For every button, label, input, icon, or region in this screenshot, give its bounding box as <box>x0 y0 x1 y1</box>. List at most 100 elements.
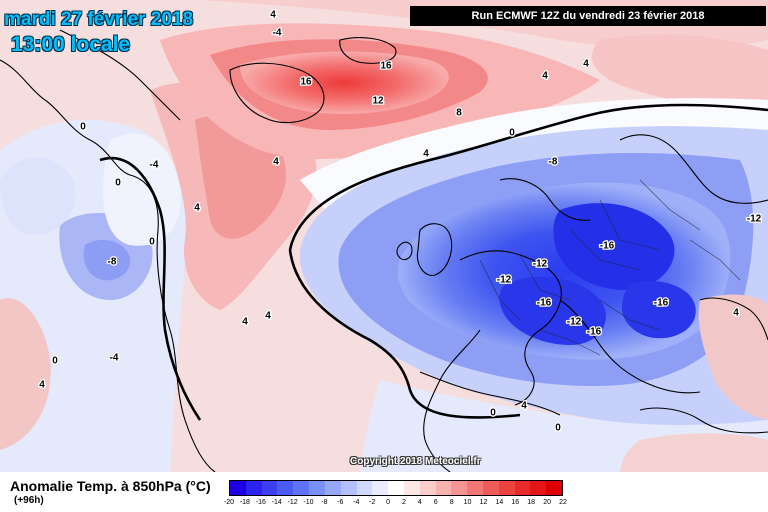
contour-label-europe-cold-16a: -16 <box>600 241 615 252</box>
contour-label-europe-cold-8: -8 <box>549 157 558 168</box>
west-edge-pink <box>0 298 51 450</box>
contour-label-med-zero-b: 0 <box>555 423 561 434</box>
contour-label-north-zero: 0 <box>509 128 515 139</box>
scale-tick-label: 20 <box>543 499 551 506</box>
contour-label-west-zero: 0 <box>52 356 58 367</box>
color-swatch <box>324 481 341 495</box>
scale-tick-label: 6 <box>433 499 438 506</box>
color-scale-ticks: -20 -18 -16 -14 -12 -10 -8 -6 -4 -2 0 2 4 6 8 10 12 14 16 1… <box>224 499 567 509</box>
europe-cold-deep-a <box>553 203 675 290</box>
contour-label-greenland-warm-8: 8 <box>456 108 462 119</box>
contour-label-canada-zero-a: 0 <box>80 122 86 133</box>
scale-tick-label: 18 <box>527 499 536 506</box>
contour-label-west-minus4: -4 <box>273 28 282 39</box>
scale-tick-label: 12 <box>479 499 488 506</box>
color-swatch <box>530 481 547 495</box>
scale-tick-label: -6 <box>337 499 344 506</box>
color-swatch <box>451 481 468 495</box>
contour-label-atlantic-4c: 4 <box>265 311 271 322</box>
contour-label-canada-cold-4b: -4 <box>110 353 119 364</box>
contour-label-east-4a: 4 <box>542 71 548 82</box>
contour-label-canada-zero-c: 0 <box>149 237 155 248</box>
scale-tick-label: 10 <box>463 499 472 506</box>
east-pink-edge <box>698 294 768 420</box>
color-swatch <box>388 481 404 495</box>
contour-label-europe-cold-16c: -16 <box>587 327 602 338</box>
color-swatch <box>419 481 436 495</box>
color-swatch <box>372 481 389 495</box>
contour-label-atlantic-4d: 4 <box>270 10 276 21</box>
copyright-notice: Copyright 2018 Meteociel.fr <box>350 456 481 467</box>
country-borders <box>479 179 741 356</box>
contour-label-med-zero-a: 0 <box>490 408 496 419</box>
forecast-time: 13:00 locale <box>11 33 131 56</box>
contour-label-greenland-warm-16a: 16 <box>300 77 312 88</box>
contour-label-europe-cold-12c: -12 <box>497 275 512 286</box>
legend-lead-time: (+96h) <box>14 495 44 506</box>
color-swatch <box>309 481 325 495</box>
contour-label-med-4: 4 <box>521 401 527 412</box>
scale-tick-label: 8 <box>449 499 454 506</box>
scale-tick-label: 0 <box>386 499 390 506</box>
color-swatch <box>546 481 563 495</box>
color-swatch <box>467 481 483 495</box>
zero-contour-main <box>288 103 768 251</box>
legend-title: Anomalie Temp. à 850hPa (°C) <box>10 478 211 494</box>
contour-label-canada-cold-4a: -4 <box>150 160 159 171</box>
color-swatch <box>514 481 531 495</box>
scale-tick-label: 16 <box>511 499 520 506</box>
scale-tick-label: -10 <box>303 499 314 506</box>
europe-cold-deep-c <box>621 281 696 339</box>
run-banner: Run ECMWF 12Z du vendredi 23 février 201… <box>410 6 766 26</box>
contour-label-east-cold-12: -12 <box>747 214 762 225</box>
color-swatch <box>498 481 515 495</box>
contour-label-west-4: 4 <box>39 380 45 391</box>
contour-labels: 16 16 12 8 4 4 0 -8 -12 -16 -12 -16 -16 -12 -16 -12 -8 -4… <box>38 8 763 435</box>
scale-tick-label: -8 <box>321 499 328 506</box>
contour-label-canada-cold-8: -8 <box>108 257 117 268</box>
scale-tick-label: -18 <box>239 499 250 506</box>
color-swatch <box>435 481 452 495</box>
color-swatch <box>403 481 420 495</box>
med-pink-strip <box>620 433 768 472</box>
contour-label-greenland-warm-4a: 4 <box>423 149 429 160</box>
europe-cold-deep-b <box>499 276 606 345</box>
contour-label-greenland-warm-16b: 16 <box>380 61 392 72</box>
color-swatch <box>245 481 262 495</box>
zero-contour-south <box>288 249 521 419</box>
contour-label-europe-cold-16d: -16 <box>654 298 669 309</box>
canada-north-blue <box>0 156 76 236</box>
forecast-date: mardi 27 février 2018 <box>4 9 194 30</box>
color-swatch <box>483 481 499 495</box>
contour-label-europe-cold-16b: -16 <box>537 298 552 309</box>
contour-label-canada-zero-b: 0 <box>115 178 121 189</box>
scale-tick-label: -4 <box>353 499 360 506</box>
contour-label-europe-cold-12a: -12 <box>533 259 548 270</box>
contour-label-atlantic-4b: 4 <box>242 317 248 328</box>
color-swatch <box>293 481 310 495</box>
canada-cold-inner <box>83 239 131 281</box>
contour-label-east-4b: 4 <box>583 59 589 70</box>
color-swatch <box>356 481 373 495</box>
scale-tick-label: -2 <box>369 499 376 506</box>
scale-tick-label: 22 <box>559 499 567 506</box>
color-swatch <box>261 481 278 495</box>
color-scale-bar <box>229 480 563 496</box>
scale-tick-label: 4 <box>417 499 422 506</box>
coastlines <box>0 29 768 472</box>
contour-label-greenland-warm-12: 12 <box>372 96 384 107</box>
color-swatch <box>230 481 246 495</box>
scale-tick-label: 2 <box>401 499 406 506</box>
contour-label-east-4c: 4 <box>733 308 739 319</box>
scale-tick-label: -16 <box>255 499 266 506</box>
zero-contour-west <box>99 156 202 421</box>
color-swatch <box>340 481 357 495</box>
scale-tick-label: -12 <box>287 499 298 506</box>
contour-label-europe-cold-12b: -12 <box>567 317 582 328</box>
scale-tick-label: -20 <box>223 499 235 506</box>
contour-label-atlantic-4a: 4 <box>194 203 200 214</box>
contour-label-greenland-warm-4b: 4 <box>273 157 279 168</box>
anomaly-map: 16 16 12 8 4 4 0 -8 -12 -16 -12 -16 -16 -12 -16 -12 -8 -4… <box>0 0 768 472</box>
color-swatch <box>277 481 294 495</box>
